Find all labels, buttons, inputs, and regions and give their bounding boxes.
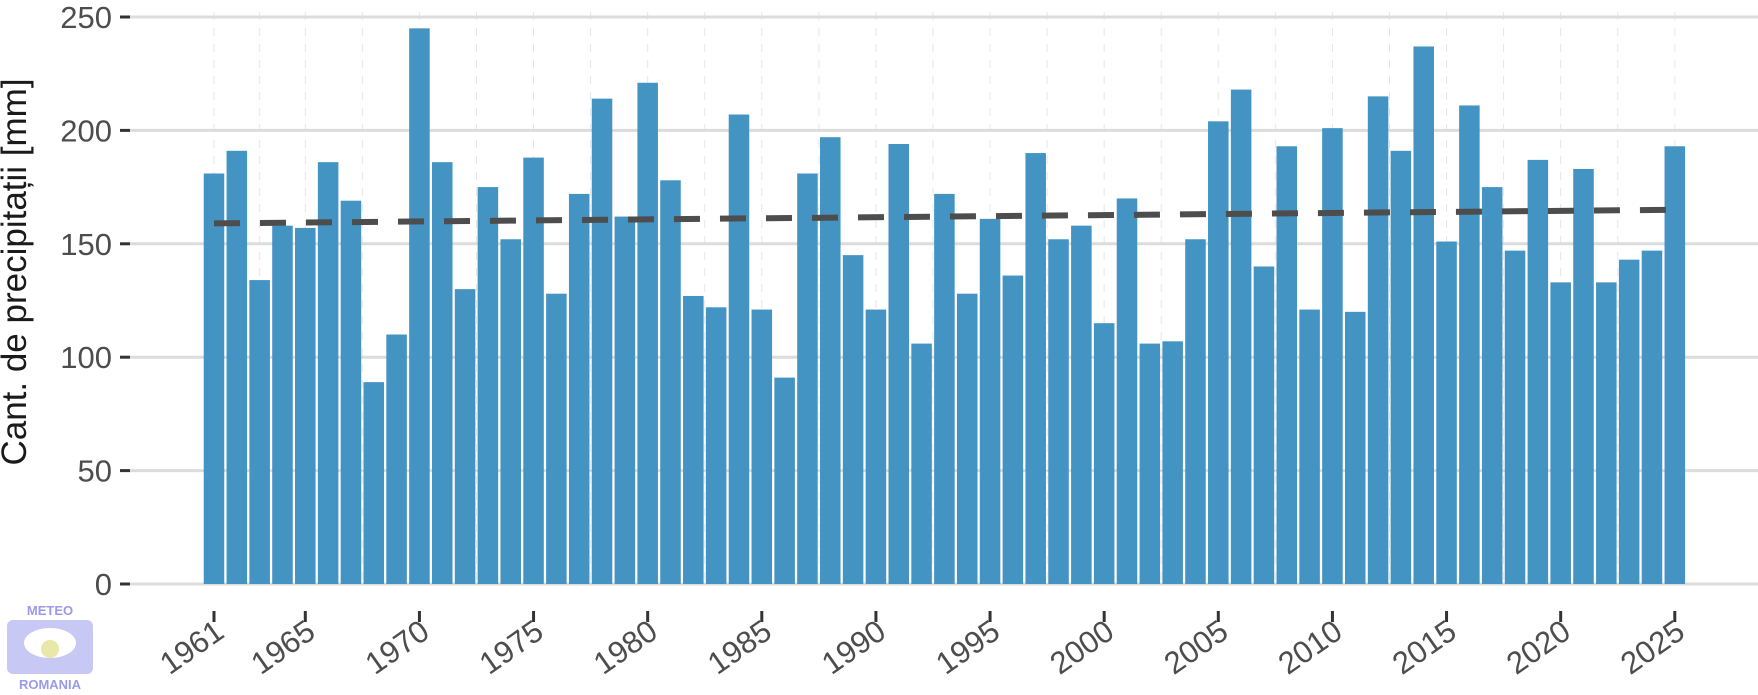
- logo-top-text: METEO: [27, 603, 73, 618]
- bar-1963: 1963: 134: [249, 280, 270, 584]
- bar-1991: 1991: 194: [888, 144, 910, 584]
- bar-2004: 2004: 152: [1185, 239, 1206, 584]
- bar-1996: 1996: 136: [1002, 275, 1024, 584]
- bar-1997: 1997: 190: [1025, 153, 1046, 584]
- trend-line: [213, 206, 1675, 227]
- x-tick-label-1985: 1985: [701, 613, 778, 681]
- bar-2012: 2012: 215: [1367, 96, 1389, 584]
- bar-1984: 1984: 207: [728, 114, 750, 585]
- x-tick-label-1990: 1990: [815, 613, 892, 681]
- trend-dashed-line: [213, 206, 1675, 227]
- bar-1974: 1974: 152: [500, 239, 521, 584]
- y-tick-label-0: 0: [95, 567, 112, 602]
- bar-1961: 1961: 181: [203, 173, 225, 584]
- y-tick-label-150: 150: [60, 227, 112, 262]
- x-tick-label-2000: 2000: [1044, 613, 1121, 681]
- bar-2019: 2019: 187: [1527, 159, 1549, 584]
- bar-1977: 1977: 172: [568, 193, 590, 585]
- bar-2023: 2023: 143: [1618, 259, 1640, 584]
- x-tick-label-1980: 1980: [587, 613, 664, 681]
- bar-2015: 2015: 151: [1436, 241, 1457, 585]
- x-tick-label-2010: 2010: [1272, 613, 1349, 681]
- x-tick-label-1995: 1995: [929, 613, 1006, 681]
- y-tick-label-50: 50: [78, 454, 112, 489]
- bar-2018: 2018: 147: [1504, 250, 1526, 584]
- bar-1964: 1964: 158: [272, 225, 293, 584]
- bar-1968: 1968: 89: [363, 382, 385, 584]
- bar-1983: 1983: 122: [705, 307, 727, 584]
- bar-2007: 2007: 140: [1253, 266, 1275, 584]
- bar-1998: 1998: 152: [1048, 239, 1069, 584]
- bar-1970: 1970: 245: [409, 28, 430, 584]
- bar-2011: 2011: 120: [1344, 311, 1366, 584]
- bar-1971: 1971: 186: [431, 162, 453, 585]
- bar-1985: 1985: 121: [751, 309, 773, 584]
- bar-1988: 1988: 197: [820, 137, 841, 585]
- bar-1982: 1982: 127: [683, 295, 704, 584]
- x-tick-label-2020: 2020: [1500, 613, 1577, 681]
- bar-1965: 1965: 157: [295, 227, 316, 584]
- bar-2014: 2014: 237: [1413, 46, 1434, 584]
- bar-1994: 1994: 128: [956, 293, 978, 584]
- y-tick-label-250: 250: [60, 0, 112, 35]
- meteo-romania-logo: METEO ROMANIA: [7, 603, 93, 692]
- bar-2003: 2003: 107: [1162, 341, 1183, 584]
- x-tick-label-2025: 2025: [1614, 613, 1691, 681]
- bar-2024: 2024: 147: [1641, 250, 1663, 584]
- bar-2020: 2020: 133: [1550, 282, 1571, 584]
- bar-1969: 1969: 110: [386, 334, 407, 584]
- bar-1992: 1992: 106: [911, 343, 932, 584]
- logo-bottom-text: ROMANIA: [19, 677, 82, 692]
- bar-1976: 1976: 128: [546, 293, 567, 584]
- bar-2013: 2013: 191: [1390, 150, 1412, 584]
- bar-1980: 1980: 221: [637, 82, 658, 584]
- bar-2010: 2010: 201: [1322, 128, 1343, 584]
- bar-2017: 2017: 175: [1481, 187, 1503, 584]
- bar-2021: 2021: 183: [1573, 168, 1594, 584]
- x-tick-label-2005: 2005: [1158, 613, 1235, 681]
- bar-1962: 1962: 191: [226, 150, 248, 584]
- bar-2025: 2025: 193: [1664, 146, 1686, 584]
- bar-1995: 1995: 161: [979, 218, 1001, 585]
- bar-2009: 2009: 121: [1299, 309, 1320, 584]
- bar-1986: 1986: 91: [774, 377, 795, 584]
- x-tick-label-1961: 1961: [153, 613, 230, 681]
- bar-1975: 1975: 188: [523, 157, 544, 584]
- x-axis: 1961 1965 1970 1975 1980 1985 1990 1995 2000 2005…: [153, 611, 1691, 681]
- bar-1972: 1972: 130: [454, 289, 476, 584]
- x-tick-label-1965: 1965: [245, 613, 322, 681]
- x-tick-label-1975: 1975: [473, 613, 550, 681]
- bar-2022: 2022: 133: [1596, 282, 1617, 584]
- bar-1999: 1999: 158: [1071, 225, 1092, 584]
- bar-1966: 1966: 186: [317, 162, 339, 585]
- bar-1989: 1989: 145: [842, 255, 864, 584]
- bar-2005: 2005: 204: [1208, 121, 1229, 584]
- x-tick-label-2015: 2015: [1386, 613, 1463, 681]
- bar-2001: 2001: 170: [1116, 198, 1138, 584]
- y-tick-label-100: 100: [60, 340, 112, 375]
- bar-2006: 2006: 218: [1230, 89, 1252, 585]
- bar-2000: 2000: 115: [1093, 323, 1115, 584]
- bar-1993: 1993: 172: [934, 193, 955, 585]
- bar-1967: 1967: 169: [340, 200, 362, 584]
- bar-2016: 2016: 211: [1459, 105, 1480, 585]
- bar-1990: 1990: 121: [865, 309, 887, 584]
- bar-2008: 2008: 193: [1276, 146, 1298, 584]
- bar-1987: 1987: 181: [797, 173, 818, 584]
- bars: 1961: 1811962: 1911963: 1341964: 1581965…: [203, 28, 1686, 585]
- bar-1981: 1981: 178: [660, 180, 681, 584]
- y-axis-title: Cant. de precipitații [mm]: [0, 78, 34, 465]
- bar-1973: 1973: 175: [477, 187, 499, 584]
- x-tick-label-1970: 1970: [359, 613, 436, 681]
- bar-1978: 1978: 214: [591, 98, 613, 584]
- y-tick-label-200: 200: [60, 113, 112, 148]
- bar-1979: 1979: 162: [614, 216, 636, 585]
- y-axis: 0 50 100 150 200 250: [60, 0, 130, 602]
